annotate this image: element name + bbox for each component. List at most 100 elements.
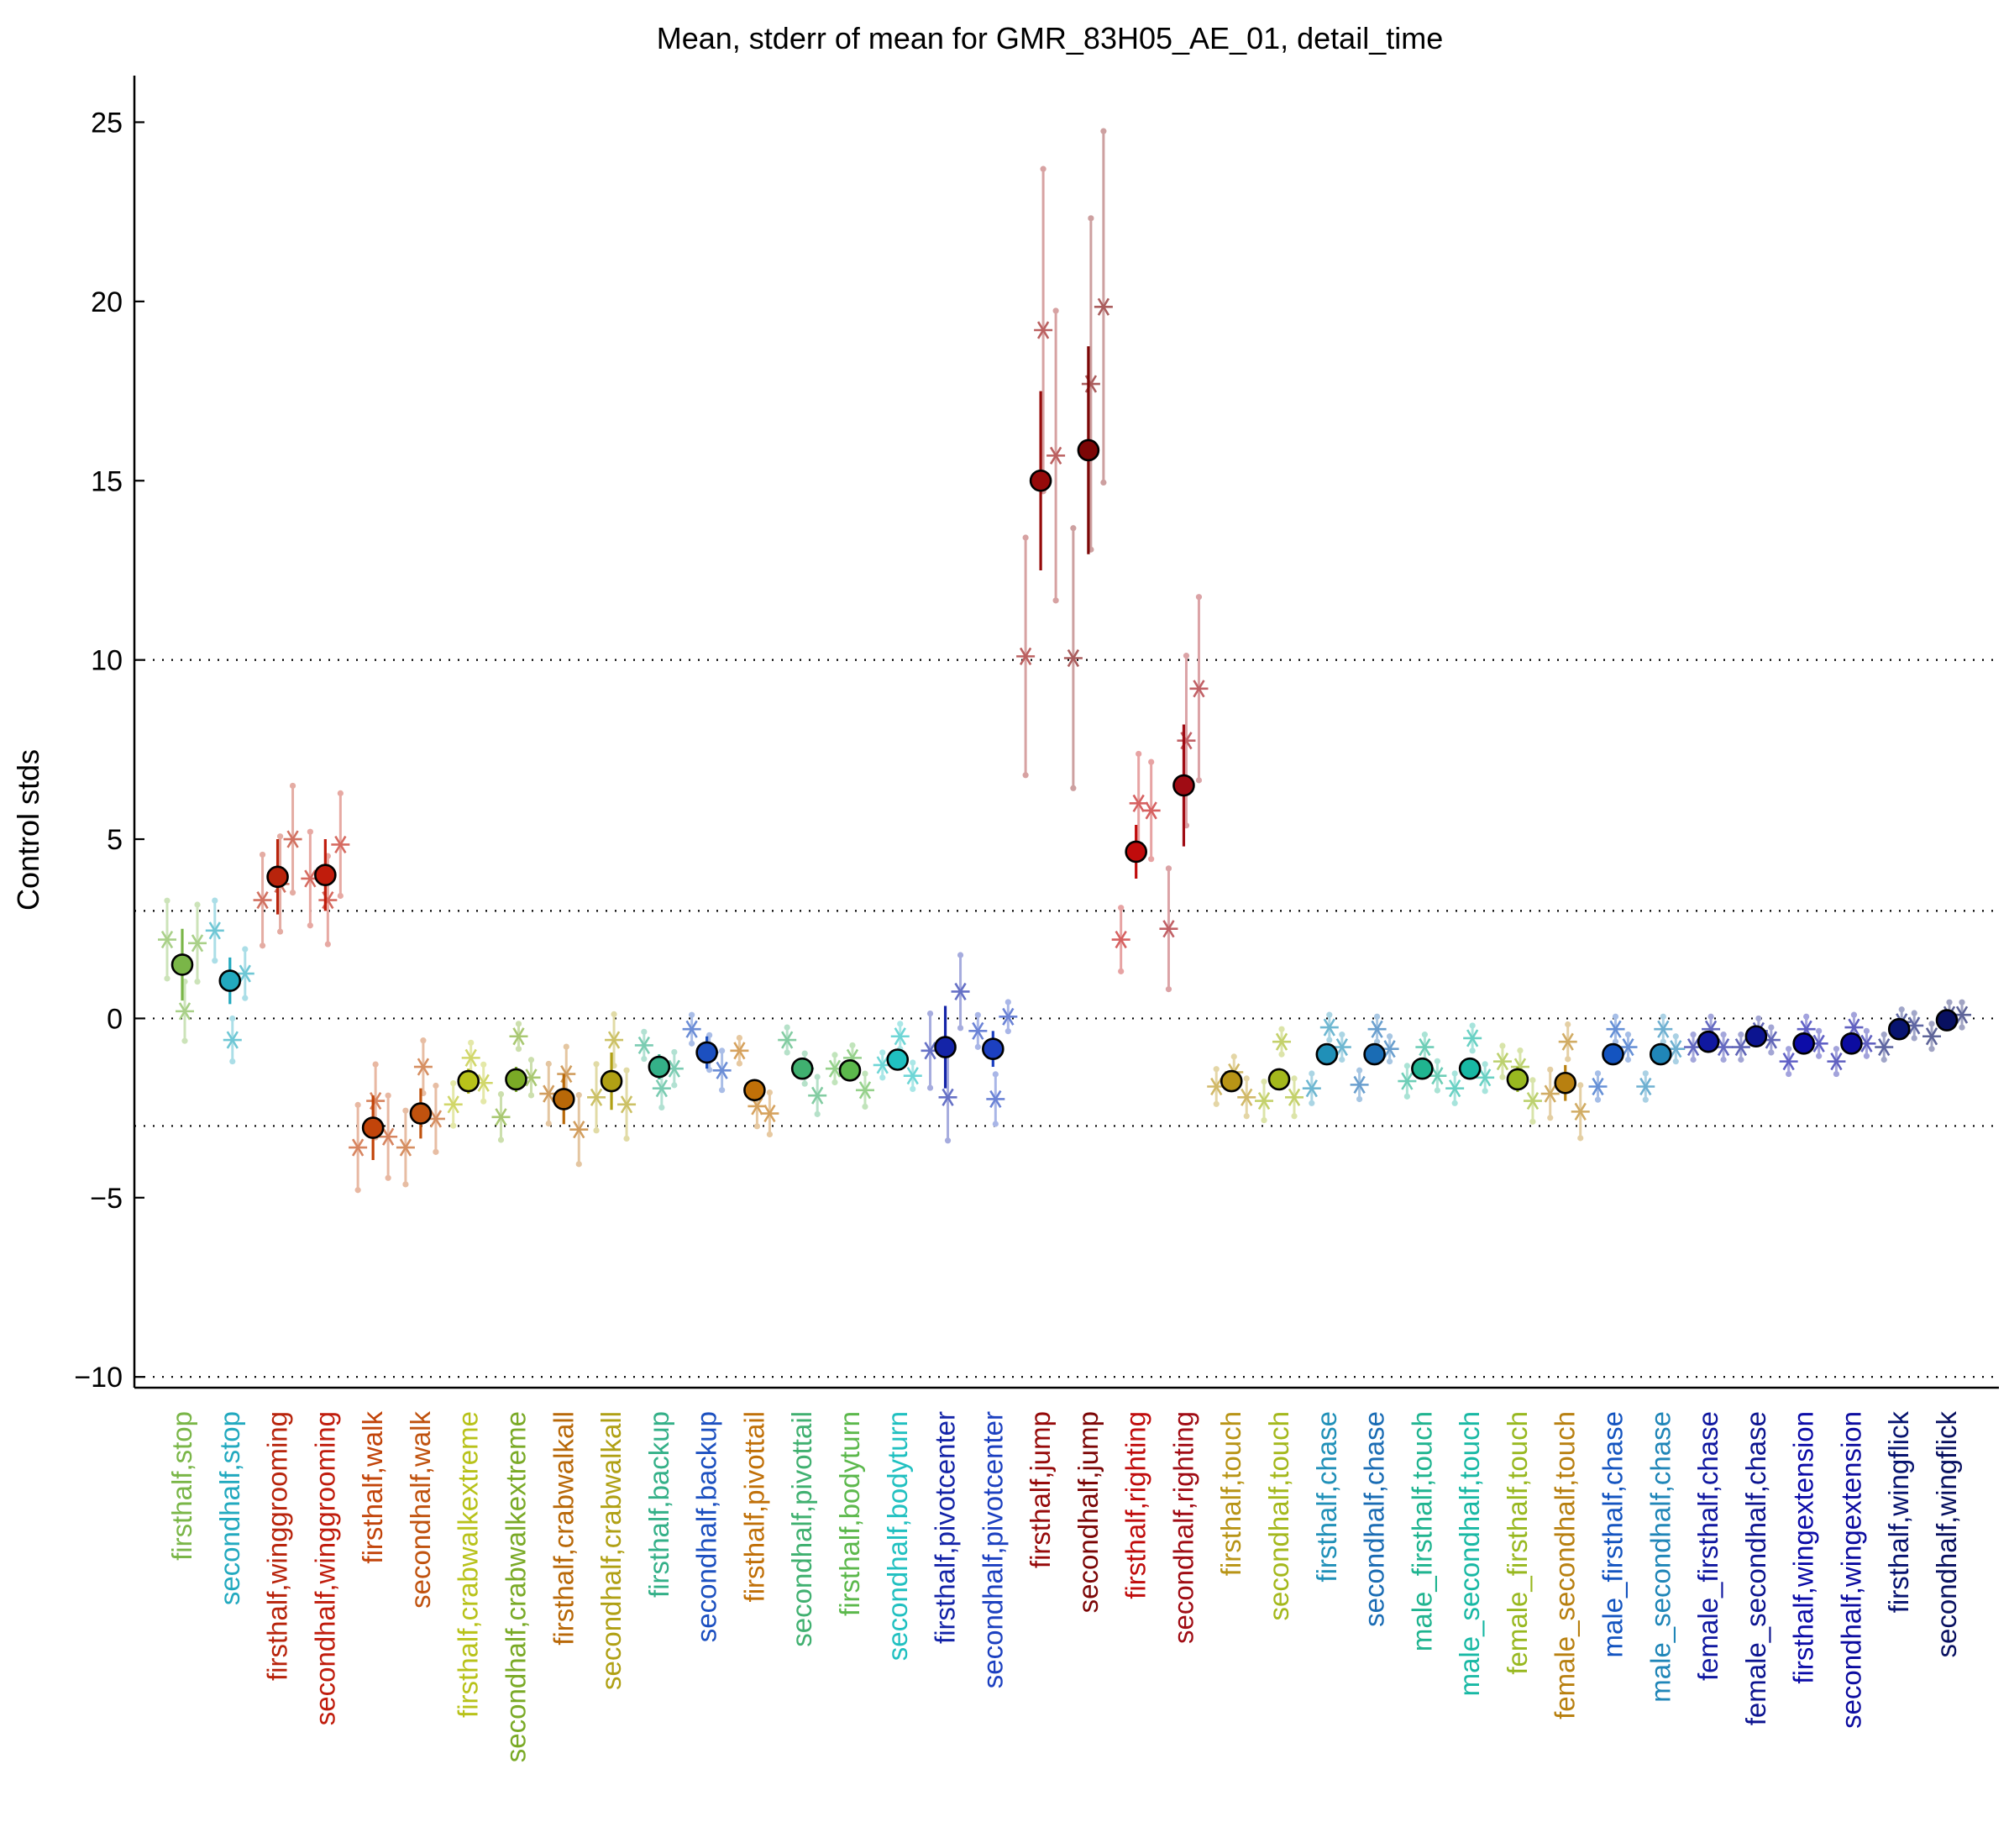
asterisk-stroke xyxy=(1544,1084,1556,1103)
asterisk-stroke xyxy=(894,1027,906,1046)
experiment-mean-asterisk xyxy=(1272,1032,1292,1051)
asterisk-stroke xyxy=(1097,297,1110,316)
x-tick-label: male_firsthalf,chase xyxy=(1597,1411,1629,1657)
experiment-mean-asterisk xyxy=(1319,1018,1339,1037)
axes xyxy=(133,76,1999,1389)
asterisk-stroke xyxy=(781,1031,794,1049)
experiment-dot xyxy=(1594,1070,1602,1077)
asterisk-stroke xyxy=(1323,1018,1335,1037)
experiment-mean-asterisk xyxy=(1476,1068,1495,1087)
asterisk-stroke xyxy=(828,1059,842,1078)
experiment-dot xyxy=(1690,1032,1697,1038)
category-group xyxy=(349,1061,398,1194)
experiment-dot xyxy=(450,1122,457,1129)
experiment-dot xyxy=(1403,1063,1410,1069)
experiment-dot xyxy=(992,1121,999,1127)
asterisk-stroke xyxy=(1496,1053,1509,1071)
experiment-dot xyxy=(957,952,964,958)
experiment-dot xyxy=(1612,1013,1619,1020)
experiment-dot xyxy=(575,1161,582,1168)
asterisk-stroke xyxy=(1925,1027,1938,1046)
asterisk-stroke xyxy=(751,1097,763,1116)
asterisk-stroke xyxy=(573,1121,585,1139)
experiment-mean-asterisk xyxy=(605,1031,624,1049)
experiment-dot xyxy=(1291,1113,1298,1120)
x-tick-label: firsthalf,wingextension xyxy=(1788,1411,1819,1684)
experiment-mean-asterisk xyxy=(1063,648,1083,668)
asterisk-stroke xyxy=(685,1020,698,1038)
asterisk-stroke xyxy=(1115,930,1127,949)
asterisk-stroke xyxy=(763,1104,776,1123)
mean-point xyxy=(1125,840,1147,864)
experiment-dot xyxy=(480,1061,487,1068)
experiment-mean-asterisk xyxy=(1302,1079,1321,1098)
mean-point xyxy=(695,1041,718,1064)
experiment-mean-asterisk xyxy=(903,1067,922,1085)
experiment-dot xyxy=(515,1046,522,1053)
experiment-mean-asterisk xyxy=(682,1020,701,1038)
experiment-mean-asterisk xyxy=(951,982,970,1000)
asterisk-stroke xyxy=(226,1031,239,1049)
experiment-dot xyxy=(1833,1046,1840,1053)
experiment-dot xyxy=(1243,1113,1250,1120)
asterisk-stroke xyxy=(1288,1088,1301,1106)
experiment-dot xyxy=(1195,594,1203,601)
experiment-dot xyxy=(1022,534,1029,541)
asterisk-stroke xyxy=(1419,1037,1431,1057)
experiment-mean-asterisk xyxy=(1159,920,1178,938)
category-group xyxy=(968,999,1018,1127)
experiment-dot xyxy=(1004,1028,1011,1035)
asterisk-stroke xyxy=(1162,920,1175,938)
asterisk-stroke xyxy=(417,1058,430,1076)
experiment-dot xyxy=(1421,1032,1428,1038)
x-tick-label: female_secondhalf,touch xyxy=(1550,1411,1581,1719)
mean-point xyxy=(170,953,194,976)
y-axis-ticks: −10 −5 0 5 10 15 20 25 xyxy=(74,107,144,1394)
experiment-mean-asterisk xyxy=(1332,1037,1351,1057)
mean-point xyxy=(1267,1068,1291,1091)
asterisk-stroke xyxy=(1431,1067,1444,1085)
x-tick-label: secondhalf,walk xyxy=(405,1411,436,1609)
experiment-mean-asterisk xyxy=(808,1086,827,1105)
experiment-dot xyxy=(527,1057,535,1063)
experiment-dot xyxy=(402,1107,409,1114)
asterisk-stroke xyxy=(1574,1102,1587,1121)
experiment-mean-asterisk xyxy=(205,921,224,940)
experiment-dot xyxy=(1768,1049,1775,1056)
experiment-dot xyxy=(575,1092,582,1099)
experiment-dot xyxy=(1356,1067,1363,1074)
experiment-dot xyxy=(1148,759,1155,765)
experiment-dot xyxy=(1928,1046,1935,1053)
experiment-dot xyxy=(289,782,296,790)
experiment-dot xyxy=(563,1043,569,1050)
experiment-dot xyxy=(1230,1053,1237,1060)
category-group xyxy=(1875,1006,1924,1063)
asterisk-stroke xyxy=(590,1088,603,1106)
mean-point xyxy=(1649,1042,1672,1066)
mean-point xyxy=(1029,469,1052,492)
asterisk-stroke xyxy=(655,1079,668,1098)
x-tick-label: firsthalf,winggrooming xyxy=(262,1411,293,1681)
experiment-mean-asterisk xyxy=(413,1058,433,1076)
experiment-dot xyxy=(1291,1075,1298,1082)
experiment-dot xyxy=(766,1131,774,1138)
experiment-dot xyxy=(1786,1046,1792,1053)
experiment-dot xyxy=(1863,1027,1870,1034)
experiment-mean-asterisk xyxy=(188,934,207,953)
experiment-dot xyxy=(497,1137,505,1143)
experiment-dot xyxy=(1403,1093,1410,1100)
category-group xyxy=(301,790,350,948)
asterisk-stroke xyxy=(1401,1072,1414,1090)
mean-point xyxy=(1363,1042,1386,1066)
experiment-dot xyxy=(212,958,218,964)
experiment-mean-asterisk xyxy=(569,1121,589,1139)
asterisk-stroke xyxy=(942,1088,954,1106)
experiment-mean-asterisk xyxy=(1111,930,1130,949)
experiment-dot xyxy=(1499,1042,1506,1049)
experiment-dot xyxy=(1547,1066,1554,1073)
experiment-dot xyxy=(1022,772,1029,779)
experiment-dot xyxy=(354,1187,361,1194)
data-marks xyxy=(158,128,1971,1194)
mean-point xyxy=(982,1037,1004,1060)
x-tick-label: firsthalf,jump xyxy=(1025,1411,1056,1568)
